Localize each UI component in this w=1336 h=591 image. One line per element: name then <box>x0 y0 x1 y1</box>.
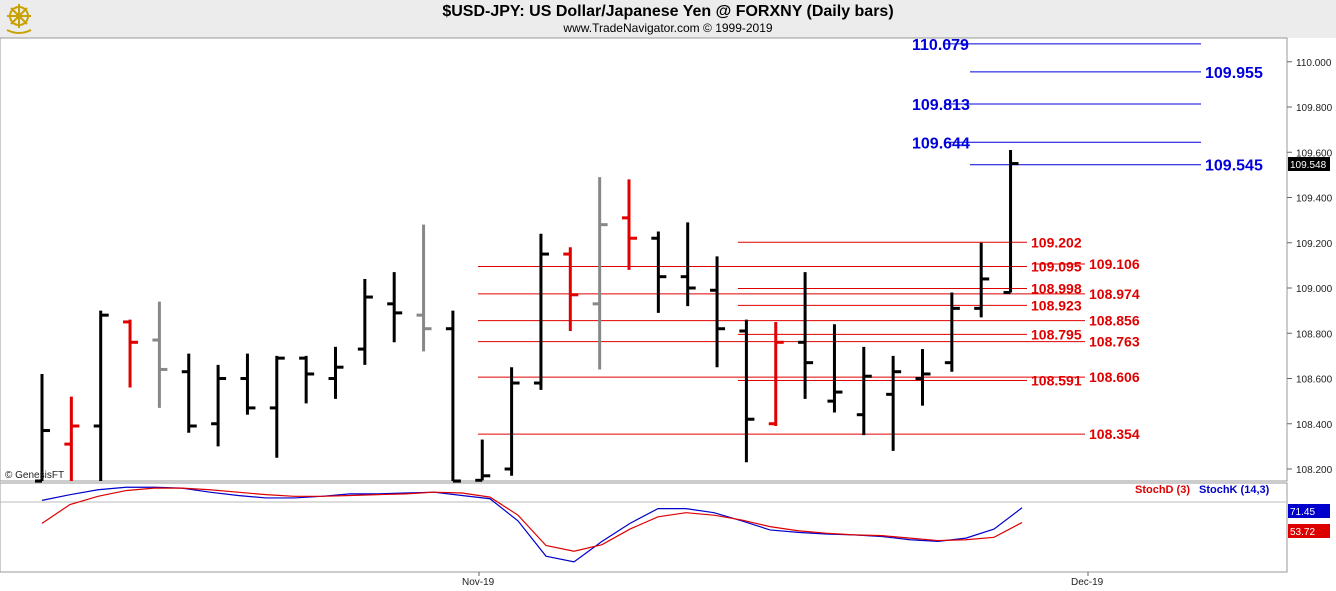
y-tick-label: 109.000 <box>1296 284 1333 295</box>
stoch-d-value-box <box>1288 524 1330 538</box>
support-level-label: 109.095 <box>1031 259 1082 275</box>
support-level-label: 108.998 <box>1031 280 1082 296</box>
resistance-level-label: 109.545 <box>1205 158 1263 175</box>
price-panel <box>0 37 1288 482</box>
y-tick-label: 109.800 <box>1296 103 1333 114</box>
support-level-label: 109.106 <box>1089 256 1140 272</box>
resistance-level-label: 109.644 <box>912 135 970 152</box>
ohlc-bar[interactable] <box>886 355 902 451</box>
support-level-label: 108.856 <box>1089 313 1140 329</box>
support-level-label: 108.923 <box>1031 297 1082 313</box>
ohlc-bar[interactable] <box>328 346 344 399</box>
ohlc-bar[interactable] <box>152 301 168 408</box>
ohlc-bar[interactable] <box>181 353 197 433</box>
ohlc-bar[interactable] <box>680 222 696 307</box>
ship-wheel-logo-icon <box>4 3 34 35</box>
stoch-k-value-box <box>1288 504 1330 518</box>
ohlc-bar[interactable] <box>357 278 373 365</box>
y-tick-label: 110.000 <box>1296 58 1332 69</box>
support-level-label: 108.974 <box>1089 286 1140 302</box>
support-level-label: 108.795 <box>1031 326 1082 342</box>
chart-title: $USD-JPY: US Dollar/Japanese Yen @ FORXN… <box>442 3 894 20</box>
ohlc-bar[interactable] <box>915 349 931 406</box>
ohlc-bar[interactable] <box>1003 149 1019 295</box>
y-tick-label: 109.200 <box>1296 239 1333 250</box>
current-price-label: 109.548 <box>1290 160 1327 171</box>
y-tick-label: 109.400 <box>1296 194 1333 205</box>
ohlc-bar[interactable] <box>944 292 960 372</box>
stoch-k-value: 71.45 <box>1290 507 1315 518</box>
ohlc-bar[interactable] <box>533 233 549 390</box>
ohlc-bar[interactable] <box>739 319 755 463</box>
ohlc-bar[interactable] <box>299 355 315 404</box>
ohlc-bar[interactable] <box>856 346 872 436</box>
ohlc-bar[interactable] <box>504 367 520 476</box>
x-tick-label: Nov-19 <box>462 577 495 588</box>
ohlc-bar[interactable] <box>622 179 637 270</box>
chart-subtitle: www.TradeNavigator.com © 1999-2019 <box>563 21 773 35</box>
current-price-box <box>1288 157 1330 172</box>
ohlc-bar[interactable] <box>269 355 285 458</box>
watermark: © GenesisFT <box>5 470 64 481</box>
legend-stoch-k: StochK (14,3) <box>1199 484 1270 496</box>
stochastic-panel <box>0 482 1288 573</box>
legend-stoch-d: StochD (3) <box>1135 484 1190 496</box>
resistance-level-label: 109.955 <box>1205 65 1263 82</box>
ohlc-bar[interactable] <box>827 324 843 413</box>
y-tick-label: 108.200 <box>1296 465 1333 476</box>
ohlc-bar[interactable] <box>416 224 432 352</box>
stoch-d-line <box>41 487 1023 552</box>
resistance-level-label: 109.813 <box>912 97 970 114</box>
ohlc-bar[interactable] <box>64 396 80 481</box>
ohlc-bar[interactable] <box>563 247 579 331</box>
ohlc-bar[interactable] <box>475 439 491 482</box>
support-level-label: 108.763 <box>1089 334 1140 350</box>
resistance-level-label: 110.079 <box>912 37 969 54</box>
ohlc-bar[interactable] <box>445 310 461 483</box>
ohlc-bar[interactable] <box>35 373 50 483</box>
ohlc-bar[interactable] <box>240 353 256 415</box>
y-tick-label: 108.600 <box>1296 375 1333 386</box>
chart-header: $USD-JPY: US Dollar/Japanese Yen @ FORXN… <box>0 0 1336 38</box>
ohlc-bar[interactable] <box>768 321 784 427</box>
y-tick-label: 108.800 <box>1296 329 1333 340</box>
ohlc-bar[interactable] <box>211 364 227 447</box>
ohlc-bar[interactable] <box>710 256 726 368</box>
support-level-label: 108.591 <box>1031 373 1082 389</box>
ohlc-bar[interactable] <box>798 272 814 399</box>
ohlc-bar[interactable] <box>387 272 403 343</box>
support-level-label: 109.202 <box>1031 234 1082 250</box>
x-tick-label: Dec-19 <box>1071 577 1104 588</box>
ohlc-bar[interactable] <box>974 242 990 318</box>
ohlc-bar[interactable] <box>651 231 667 313</box>
stoch-d-value: 53.72 <box>1290 527 1315 538</box>
ohlc-bar[interactable] <box>93 310 109 481</box>
y-tick-label: 108.400 <box>1296 420 1333 431</box>
ohlc-bar[interactable] <box>123 319 139 388</box>
support-level-label: 108.354 <box>1089 426 1140 442</box>
ohlc-bar[interactable] <box>592 177 608 370</box>
y-tick-label: 109.600 <box>1296 148 1333 159</box>
support-level-label: 108.606 <box>1089 369 1140 385</box>
